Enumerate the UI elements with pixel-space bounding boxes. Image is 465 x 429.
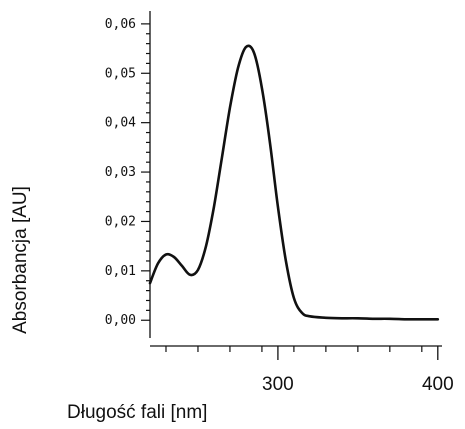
- y-tick-label: 0,04: [105, 116, 136, 131]
- y-tick-label: 0,01: [105, 264, 136, 279]
- y-tick-label: 0,03: [105, 165, 136, 180]
- absorbance-curve: [148, 44, 440, 321]
- y-tick-label: 0,00: [105, 313, 136, 328]
- y-axis-title: Absorbancja [AU]: [10, 186, 31, 334]
- x-tick-label: 300: [262, 374, 294, 395]
- x-axis-title: Długość fali [nm]: [67, 402, 207, 423]
- x-tick-label: 400: [422, 374, 454, 395]
- y-tick-label: 0,05: [105, 66, 136, 81]
- x-ticks: 300 400: [165, 346, 454, 395]
- axes: 0,00 0,01 0,02 0,03 0,04 0,05 0,06 300 400: [105, 11, 454, 395]
- y-tick-label: 0,06: [105, 17, 136, 32]
- y-tick-label: 0,02: [105, 214, 136, 229]
- y-ticks: 0,00 0,01 0,02 0,03 0,04 0,05 0,06: [105, 17, 150, 328]
